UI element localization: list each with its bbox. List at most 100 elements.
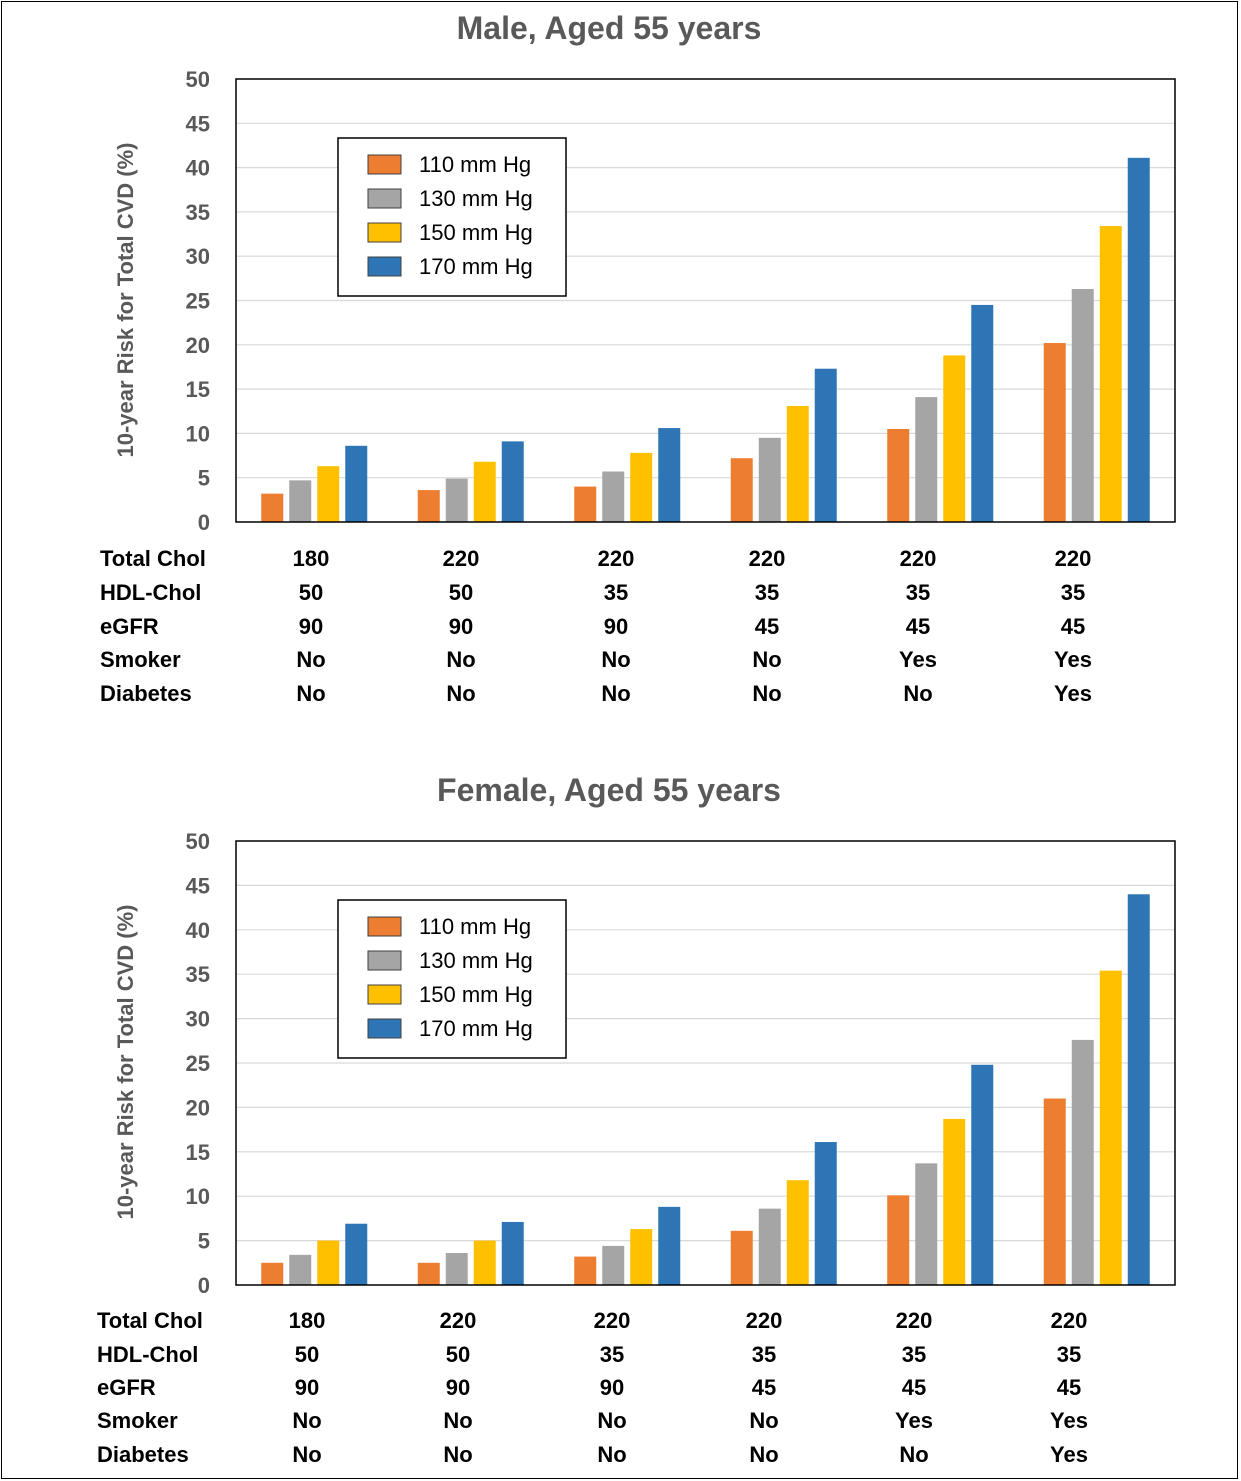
table-row-label: Total Chol xyxy=(97,1308,203,1333)
y-tick-label: 30 xyxy=(186,244,210,269)
bar xyxy=(289,1254,312,1285)
table-cell: 90 xyxy=(446,1375,470,1400)
y-tick-label: 30 xyxy=(186,1007,210,1032)
y-tick-label: 35 xyxy=(186,200,210,225)
table-cell: 90 xyxy=(449,614,473,639)
table-cell: 50 xyxy=(446,1342,470,1367)
table-cell: No xyxy=(446,647,475,672)
table-row-label: eGFR xyxy=(97,1375,156,1400)
bar xyxy=(445,1253,468,1285)
bar xyxy=(345,1223,368,1285)
legend-label: 150 mm Hg xyxy=(419,220,533,245)
table-row-label: HDL-Chol xyxy=(97,1342,198,1367)
table-row-label: Smoker xyxy=(100,647,181,672)
table-cell: 220 xyxy=(1055,546,1092,571)
y-tick-label: 5 xyxy=(198,1229,210,1254)
panel-male: Male, Aged 55 years 10-year Risk for Tot… xyxy=(100,10,1176,706)
legend-swatch xyxy=(367,984,402,1005)
table-cell: 220 xyxy=(440,1308,477,1333)
condition-table: Total Chol 180 220 220 220 220 220 HDL-Chol 50 50… xyxy=(97,1308,1088,1467)
bar xyxy=(658,1206,681,1285)
bar xyxy=(1099,226,1122,523)
table-cell: 35 xyxy=(902,1342,926,1367)
bar xyxy=(473,1240,496,1285)
table-cell: 220 xyxy=(749,546,786,571)
table-cell: No xyxy=(443,1442,472,1467)
y-tick-label: 40 xyxy=(186,156,210,181)
bar xyxy=(1071,1039,1094,1285)
table-cell: 45 xyxy=(752,1375,776,1400)
legend-swatch xyxy=(367,256,402,277)
y-tick-label: 20 xyxy=(186,333,210,358)
table-cell: No xyxy=(601,647,630,672)
table-cell: No xyxy=(749,1408,778,1433)
bar xyxy=(1043,343,1066,522)
table-cell: No xyxy=(899,1442,928,1467)
table-cell: 90 xyxy=(295,1375,319,1400)
y-axis-label: 10-year Risk for Total CVD (%) xyxy=(113,142,138,457)
table-cell: No xyxy=(292,1442,321,1467)
table-cell: 45 xyxy=(1057,1375,1081,1400)
table-cell: 220 xyxy=(1051,1308,1088,1333)
table-cell: No xyxy=(296,681,325,706)
bar xyxy=(943,1118,966,1285)
table-cell: 220 xyxy=(746,1308,783,1333)
bar xyxy=(417,1262,440,1285)
legend-label: 130 mm Hg xyxy=(419,186,533,211)
bar xyxy=(1127,894,1150,1285)
table-cell: No xyxy=(601,681,630,706)
y-tick-label: 10 xyxy=(186,421,210,446)
table-cell: No xyxy=(296,647,325,672)
table-cell: No xyxy=(749,1442,778,1467)
table-cell: No xyxy=(443,1408,472,1433)
bar xyxy=(786,405,809,522)
table-cell: 50 xyxy=(295,1342,319,1367)
table-cell: 35 xyxy=(1057,1342,1081,1367)
legend-swatch xyxy=(367,154,402,175)
table-cell: 220 xyxy=(443,546,480,571)
y-tick-label: 10 xyxy=(186,1184,210,1209)
y-tick-label: 0 xyxy=(198,1273,210,1298)
bar xyxy=(602,471,625,522)
y-tick-labels: 0 5 10 15 20 25 30 35 40 45 50 xyxy=(186,67,210,535)
table-cell: Yes xyxy=(1050,1442,1088,1467)
table-cell: No xyxy=(903,681,932,706)
legend-label: 110 mm Hg xyxy=(419,152,531,177)
y-tick-label: 5 xyxy=(198,466,210,491)
bar xyxy=(261,493,284,522)
bar xyxy=(1043,1098,1066,1285)
legend: 110 mm Hg 130 mm Hg 150 mm Hg 170 mm Hg xyxy=(337,899,567,1059)
y-tick-label: 15 xyxy=(186,1140,210,1165)
bar xyxy=(317,1240,340,1285)
legend-swatch xyxy=(367,916,402,937)
bar xyxy=(730,1230,753,1285)
bar xyxy=(574,486,597,522)
table-cell: 180 xyxy=(293,546,330,571)
y-tick-label: 45 xyxy=(186,111,210,136)
bar xyxy=(943,355,966,522)
bar xyxy=(574,1256,597,1285)
table-cell: No xyxy=(752,681,781,706)
panel-female: Female, Aged 55 years 10-year Risk for T… xyxy=(97,772,1176,1467)
table-cell: No xyxy=(752,647,781,672)
bar xyxy=(473,461,496,522)
y-tick-label: 0 xyxy=(198,510,210,535)
table-cell: 35 xyxy=(906,580,930,605)
bar xyxy=(971,1064,994,1285)
bar xyxy=(602,1245,625,1285)
legend-label: 110 mm Hg xyxy=(419,914,531,939)
bar xyxy=(915,397,938,522)
condition-table: Total Chol 180 220 220 220 220 220 HDL-Chol 50 50… xyxy=(100,546,1092,706)
y-tick-label: 50 xyxy=(186,829,210,854)
table-row-label: Diabetes xyxy=(97,1442,189,1467)
legend-label: 130 mm Hg xyxy=(419,948,533,973)
table-cell: 220 xyxy=(900,546,937,571)
bar xyxy=(261,1262,284,1285)
bar xyxy=(345,445,368,522)
legend-swatch xyxy=(367,222,402,243)
bar xyxy=(730,458,753,522)
legend-swatch xyxy=(367,950,402,971)
table-cell: 90 xyxy=(299,614,323,639)
bar xyxy=(417,490,440,522)
bar xyxy=(445,478,468,522)
